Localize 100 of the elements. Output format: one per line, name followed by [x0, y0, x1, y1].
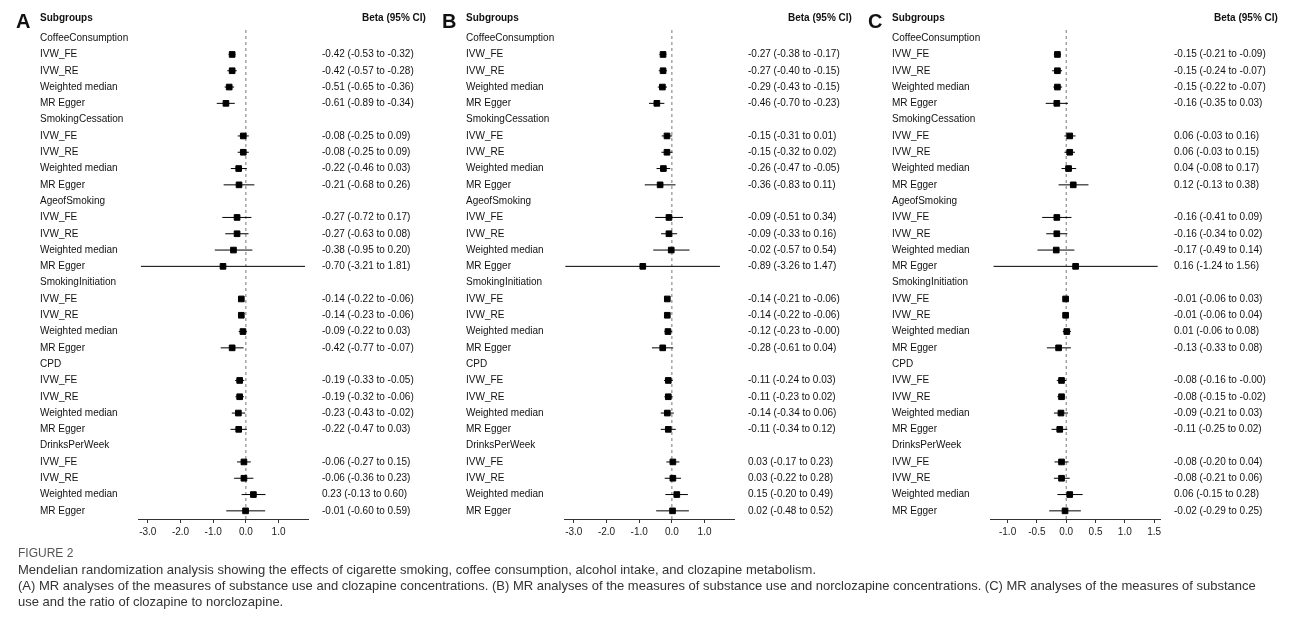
y-tick-label: Weighted median	[892, 488, 970, 500]
x-tick-label: 0.0	[664, 525, 680, 537]
y-tick-label: Weighted median	[466, 162, 544, 174]
y-tick-label: SmokingCessation	[40, 113, 124, 125]
data-label: -0.22 (-0.47 to 0.03)	[322, 423, 411, 435]
y-tick-label: IVW_RE	[466, 64, 505, 76]
y-tick-label: SmokingCessation	[466, 113, 550, 125]
data-label: -0.42 (-0.77 to -0.07)	[322, 341, 414, 353]
data-label: -0.11 (-0.25 to 0.02)	[1174, 423, 1262, 435]
y-tick-label: IVW_RE	[466, 227, 505, 239]
y-tick-label: MR Egger	[466, 341, 512, 353]
x-tick-label: -0.5	[1028, 525, 1046, 537]
y-tick-label: IVW_FE	[40, 211, 78, 223]
data-label: 0.15 (-0.20 to 0.49)	[748, 488, 834, 500]
data-label: -0.14 (-0.22 to -0.06)	[322, 292, 414, 304]
y-tick-label: IVW_FE	[466, 455, 504, 467]
x-tick-label: -3.0	[565, 525, 583, 537]
y-tick-label: Weighted median	[466, 488, 544, 500]
data-label: 0.23 (-0.13 to 0.60)	[322, 488, 408, 500]
x-tick-label: 1.5	[1147, 525, 1162, 537]
data-label: -0.02 (-0.57 to 0.54)	[748, 243, 837, 255]
data-label: -0.09 (-0.22 to 0.03)	[322, 325, 411, 337]
data-label: -0.09 (-0.21 to 0.03)	[1174, 406, 1263, 418]
data-label: -0.22 (-0.46 to 0.03)	[322, 162, 411, 174]
data-label: 0.03 (-0.22 to 0.28)	[748, 472, 834, 483]
data-label: -0.27 (-0.63 to 0.08)	[322, 227, 411, 239]
y-tick-label: IVW_RE	[40, 472, 79, 483]
y-tick-label: CPD	[466, 357, 488, 369]
data-label: -0.09 (-0.33 to 0.16)	[748, 227, 837, 239]
y-tick-label: IVW_RE	[466, 146, 505, 157]
data-label: -0.27 (-0.40 to -0.15)	[748, 64, 840, 76]
y-tick-label: IVW_FE	[40, 129, 78, 141]
data-label: -0.01 (-0.06 to 0.04)	[1174, 309, 1263, 320]
data-label: -0.08 (-0.25 to 0.09)	[322, 146, 411, 157]
y-tick-label: SmokingCessation	[892, 113, 976, 125]
data-label: -0.08 (-0.21 to 0.06)	[1174, 472, 1263, 483]
data-label: -0.27 (-0.38 to -0.17)	[748, 48, 840, 60]
y-tick-label: IVW_FE	[466, 48, 504, 60]
y-tick-label: IVW_FE	[892, 129, 930, 141]
y-tick-label: SmokingInitiation	[40, 276, 117, 288]
y-tick-label: MR Egger	[466, 260, 512, 272]
data-label: -0.01 (-0.60 to 0.59)	[322, 504, 411, 516]
y-tick-label: IVW_RE	[892, 146, 931, 157]
text: Subgroups	[40, 11, 94, 23]
data-label: 0.04 (-0.08 to 0.17)	[1174, 162, 1260, 174]
y-tick-label: Weighted median	[40, 80, 118, 92]
y-tick-label: IVW_RE	[40, 390, 79, 402]
y-tick-label: CPD	[892, 357, 914, 369]
y-tick-label: IVW_FE	[892, 455, 930, 467]
chart-title: B	[442, 9, 457, 32]
data-label: -0.19 (-0.32 to -0.06)	[322, 390, 414, 402]
data-label: 0.06 (-0.03 to 0.15)	[1174, 146, 1260, 157]
data-label: -0.21 (-0.68 to 0.26)	[322, 178, 411, 190]
data-label: -0.19 (-0.33 to -0.05)	[322, 374, 414, 386]
data-label: -0.08 (-0.15 to -0.02)	[1174, 390, 1266, 402]
y-tick-label: IVW_RE	[40, 309, 79, 320]
data-label: -0.08 (-0.16 to -0.00)	[1174, 374, 1266, 386]
data-label: -0.26 (-0.47 to -0.05)	[748, 162, 840, 174]
y-tick-label: MR Egger	[892, 504, 938, 516]
text: Beta (95% CI)	[788, 11, 852, 23]
y-tick-label: IVW_FE	[892, 48, 930, 60]
x-tick-label: -1.0	[204, 525, 223, 537]
y-tick-label: CoffeeConsumption	[466, 31, 555, 43]
y-tick-label: CoffeeConsumption	[40, 31, 129, 43]
data-label: -0.70 (-3.21 to 1.81)	[322, 260, 411, 272]
data-label: -0.23 (-0.43 to -0.02)	[322, 406, 414, 418]
data-label: -0.42 (-0.53 to -0.32)	[322, 48, 414, 60]
x-tick-label: -1.0	[630, 525, 649, 537]
data-label: -0.14 (-0.23 to -0.06)	[322, 309, 414, 320]
chart-title: C	[868, 9, 883, 32]
y-tick-label: MR Egger	[40, 504, 86, 516]
x-tick-label: 1.0	[271, 525, 286, 537]
data-label: -0.51 (-0.65 to -0.36)	[322, 80, 414, 92]
data-label: -0.06 (-0.36 to 0.23)	[322, 472, 411, 483]
y-tick-label: MR Egger	[40, 341, 86, 353]
y-tick-label: MR Egger	[466, 178, 512, 190]
y-tick-label: IVW_RE	[466, 472, 505, 483]
y-tick-label: MR Egger	[40, 260, 86, 272]
x-tick-label: 1.0	[697, 525, 712, 537]
data-label: -0.16 (-0.41 to 0.09)	[1174, 211, 1263, 223]
data-label: -0.14 (-0.22 to -0.06)	[748, 309, 840, 320]
y-tick-label: IVW_FE	[40, 292, 78, 304]
y-tick-label: IVW_RE	[892, 64, 931, 76]
data-label: -0.02 (-0.29 to 0.25)	[1174, 504, 1263, 516]
y-tick-label: IVW_FE	[892, 292, 930, 304]
y-tick-label: MR Egger	[40, 97, 86, 109]
y-tick-label: IVW_FE	[466, 374, 504, 386]
data-label: 0.01 (-0.06 to 0.08)	[1174, 325, 1260, 337]
text: Beta (95% CI)	[1214, 11, 1278, 23]
data-label: 0.02 (-0.48 to 0.52)	[748, 504, 834, 516]
data-label: -0.06 (-0.27 to 0.15)	[322, 455, 411, 467]
x-tick-label: -1.0	[998, 525, 1017, 537]
y-tick-label: IVW_RE	[892, 472, 931, 483]
y-tick-label: IVW_RE	[40, 227, 79, 239]
data-label: -0.16 (-0.34 to 0.02)	[1174, 227, 1263, 239]
y-tick-label: IVW_RE	[40, 146, 79, 157]
y-tick-label: AgeofSmoking	[40, 194, 106, 206]
y-tick-label: DrinksPerWeek	[40, 439, 111, 451]
data-label: -0.27 (-0.72 to 0.17)	[322, 211, 411, 223]
y-tick-label: MR Egger	[466, 423, 512, 435]
